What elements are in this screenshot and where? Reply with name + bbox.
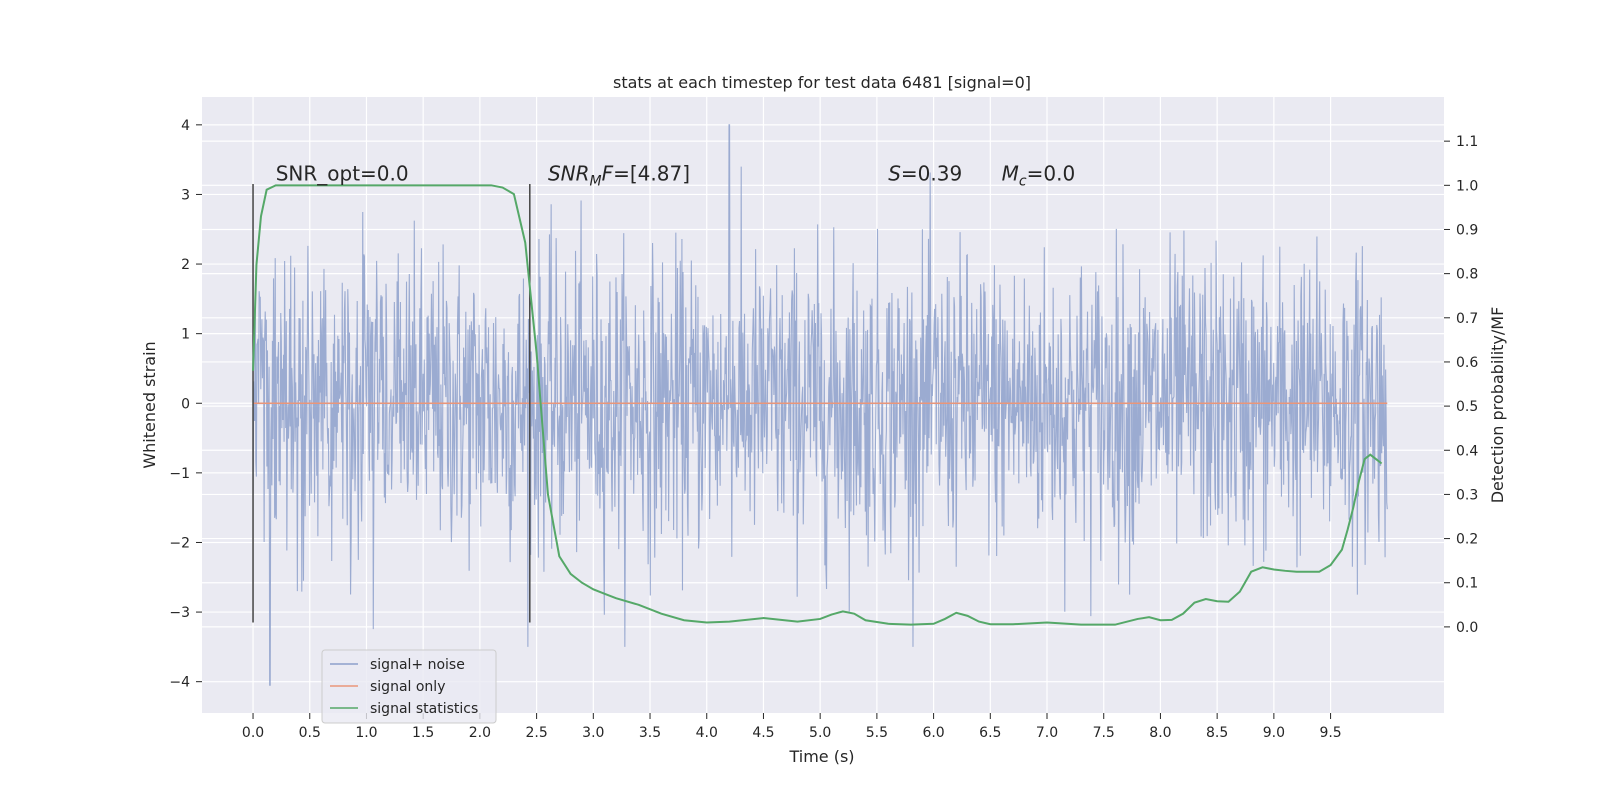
x-tick-label: 0.5 <box>299 725 321 741</box>
y2-tick-label: 0.6 <box>1456 355 1478 371</box>
x-tick-label: 9.0 <box>1263 725 1285 741</box>
annotations: SNR_opt=0.0 SNRMF=[4.87] S=0.39 Mc=0.0 <box>276 162 1075 190</box>
y-tick-label: 2 <box>181 257 190 273</box>
x-tick-label: 2.5 <box>525 725 547 741</box>
chart-title: stats at each timestep for test data 648… <box>613 73 1031 92</box>
signal-plus-noise-line <box>252 124 1388 686</box>
x-tick-label: 5.5 <box>866 725 888 741</box>
y2-tick-label: 1.0 <box>1456 178 1478 194</box>
x-tick-label: 4.0 <box>696 725 718 741</box>
y2-axis-ticks: 1.1 1.0 0.9 0.8 0.7 0.6 0.5 0.4 0.3 0.2 0.1 0.0 <box>1444 134 1478 636</box>
x-tick-label: 8.0 <box>1149 725 1171 741</box>
y-tick-label: −4 <box>169 675 190 691</box>
annotation-prefix: S <box>888 162 901 186</box>
x-tick-label: 3.5 <box>639 725 661 741</box>
plot-background <box>202 97 1444 713</box>
x-axis-label: Time (s) <box>788 747 854 766</box>
y2-tick-label: 1.1 <box>1456 134 1478 150</box>
annotation-value: =[4.87] <box>613 162 690 186</box>
x-tick-label: 6.0 <box>922 725 944 741</box>
signal-plus-noise-series <box>252 124 1388 686</box>
y2-tick-label: 0.9 <box>1456 222 1478 238</box>
x-tick-label: 1.0 <box>355 725 377 741</box>
annotation-prefix: SNR <box>548 162 590 186</box>
y2-tick-label: 0.2 <box>1456 532 1478 548</box>
x-tick-label: 2.0 <box>469 725 491 741</box>
y2-tick-label: 0.1 <box>1456 576 1478 592</box>
annotation-letter: F <box>602 162 614 186</box>
y2-tick-label: 0.5 <box>1456 399 1478 415</box>
legend-label-signal-statistics: signal statistics <box>370 701 478 717</box>
x-tick-label: 9.5 <box>1319 725 1341 741</box>
x-tick-label: 3.0 <box>582 725 604 741</box>
annotation-value: =0.39 <box>901 162 962 186</box>
y-tick-label: 0 <box>181 396 190 412</box>
signal-statistics-line <box>252 184 1383 626</box>
annotation-value: =0.0 <box>1027 162 1076 186</box>
x-tick-label: 1.5 <box>412 725 434 741</box>
legend: signal+ noise signal only signal statist… <box>321 649 497 724</box>
x-tick-label: 5.0 <box>809 725 831 741</box>
signal-statistics-series <box>252 184 1383 626</box>
y-tick-label: 1 <box>181 327 190 343</box>
x-tick-label: 7.0 <box>1036 725 1058 741</box>
y-tick-label: −2 <box>169 535 190 551</box>
x-axis-ticks: 0.0 0.5 1.0 1.5 2.0 2.5 3.0 3.5 4.0 4.5 5.0 5.5 6.0 6… <box>242 713 1342 741</box>
annotation-text: Mc=0.0 <box>1002 162 1076 190</box>
annotation-text: SNR_opt=0.0 <box>276 162 409 186</box>
y-axis-ticks: 4 3 2 1 0 −1 −2 −3 −4 <box>169 118 202 691</box>
y2-tick-label: 0.8 <box>1456 267 1478 283</box>
vertical-markers <box>252 184 531 623</box>
x-tick-label: 8.5 <box>1206 725 1228 741</box>
y2-axis-label: Detection probability/MF <box>1488 307 1507 504</box>
legend-box <box>321 649 497 724</box>
legend-label-signal-noise: signal+ noise <box>370 657 465 673</box>
x-tick-label: 4.5 <box>752 725 774 741</box>
y2-tick-label: 0.3 <box>1456 487 1478 503</box>
y-tick-label: 3 <box>181 187 190 203</box>
y-tick-label: −3 <box>169 605 190 621</box>
legend-label-signal-only: signal only <box>370 679 445 695</box>
y-tick-label: 4 <box>181 118 190 134</box>
y2-tick-label: 0.4 <box>1456 443 1478 459</box>
y-axis-label: Whitened strain <box>140 341 159 468</box>
annotation-text: S=0.39 <box>888 162 962 186</box>
y2-tick-label: 0.7 <box>1456 311 1478 327</box>
x-tick-label: 0.0 <box>242 725 264 741</box>
y2-tick-label: 0.0 <box>1456 620 1478 636</box>
annotation-subscript: c <box>1019 174 1027 190</box>
annotation-value: =0.0 <box>360 162 409 186</box>
annotation-prefix: M <box>1002 162 1019 186</box>
x-tick-label: 6.5 <box>979 725 1001 741</box>
annotation-subscript: M <box>590 174 602 190</box>
annotation-text: SNRMF=[4.87] <box>548 162 690 190</box>
annotation-prefix: SNR_opt <box>276 162 360 186</box>
x-tick-label: 7.5 <box>1093 725 1115 741</box>
y-tick-label: −1 <box>169 466 190 482</box>
